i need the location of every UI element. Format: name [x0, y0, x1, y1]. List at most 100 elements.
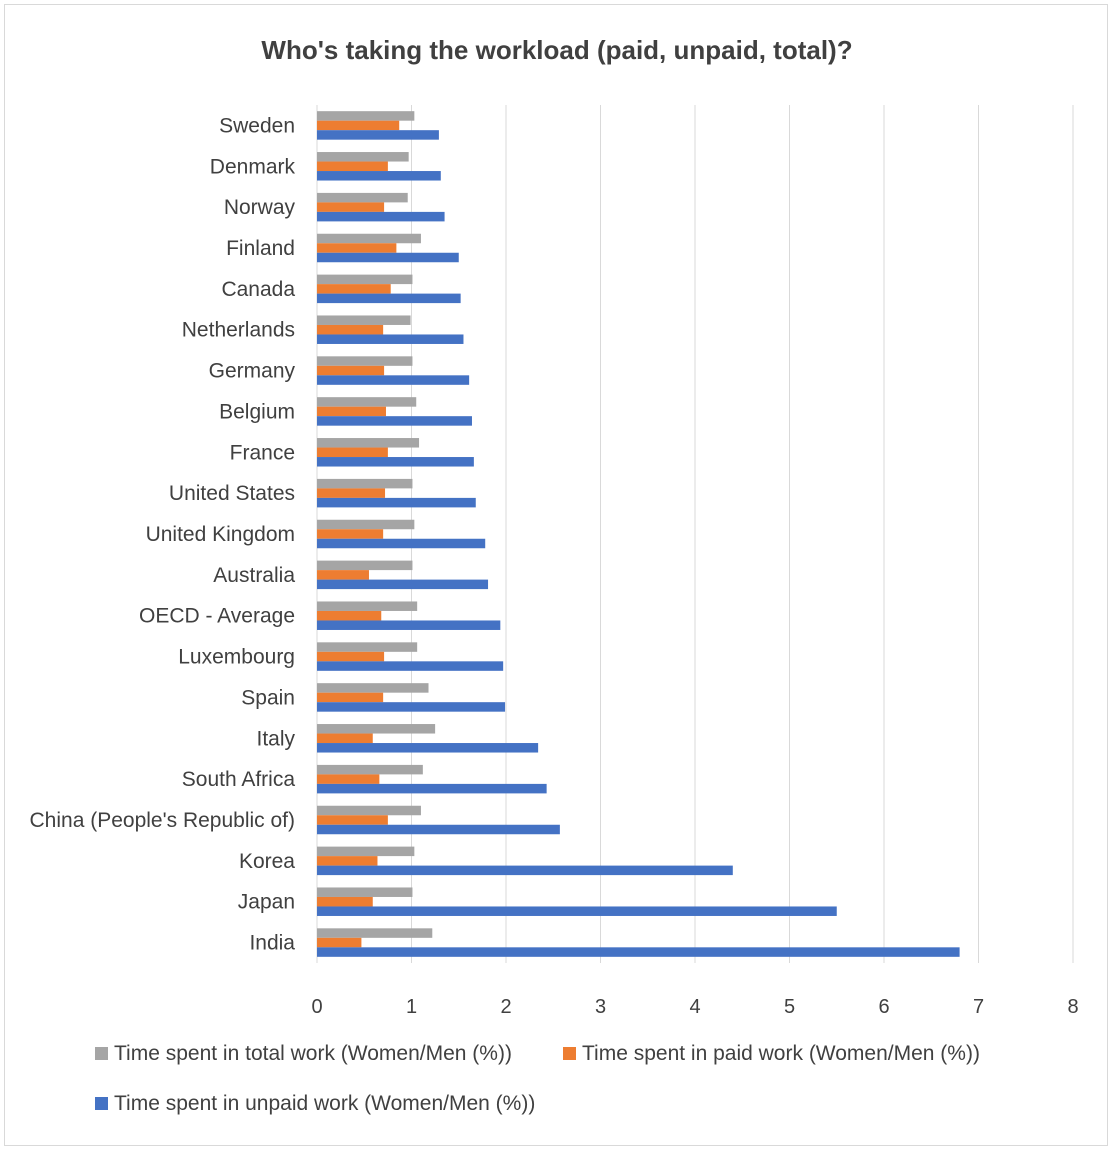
bar-total-work	[317, 683, 429, 693]
bar-unpaid-work	[317, 334, 464, 344]
bar-total-work	[317, 315, 411, 325]
bar-unpaid-work	[317, 130, 439, 140]
x-tick-label: 8	[1067, 996, 1078, 1018]
category-label: Australia	[213, 564, 295, 587]
bar-unpaid-work	[317, 416, 472, 426]
bar-total-work	[317, 233, 421, 244]
category-label: China (People's Republic of)	[30, 809, 295, 832]
bar-total-work	[317, 642, 418, 652]
x-tick-label: 3	[595, 996, 606, 1018]
legend-swatch	[563, 1047, 576, 1060]
category-label: Belgium	[219, 400, 295, 423]
x-tick-label: 1	[406, 996, 417, 1018]
legend-label: Time spent in paid work (Women/Men (%))	[582, 1042, 980, 1065]
bar-paid-work	[317, 815, 388, 825]
bar-paid-work	[317, 161, 388, 172]
bar-total-work	[317, 274, 413, 285]
bar-total-work	[317, 887, 413, 897]
bar-paid-work	[317, 324, 384, 335]
bar-unpaid-work	[317, 661, 504, 671]
legend-swatch	[95, 1047, 108, 1060]
legend-swatch	[95, 1097, 108, 1110]
legend-label: Time spent in unpaid work (Women/Men (%)…	[114, 1092, 535, 1115]
category-label: India	[249, 932, 295, 955]
bar-total-work	[317, 805, 421, 816]
category-label: United Kingdom	[146, 523, 295, 546]
bar-unpaid-work	[317, 824, 560, 835]
bar-unpaid-work	[317, 497, 476, 508]
bar-unpaid-work	[317, 865, 733, 876]
bar-total-work	[317, 928, 433, 938]
bar-unpaid-work	[317, 579, 489, 590]
bars	[317, 111, 960, 957]
legend-label: Time spent in total work (Women/Men (%))	[114, 1042, 512, 1065]
category-label: Japan	[238, 891, 295, 914]
bar-paid-work	[317, 365, 385, 376]
bar-paid-work	[317, 120, 400, 131]
bar-unpaid-work	[317, 375, 470, 385]
x-tick-label: 6	[878, 996, 889, 1018]
bar-unpaid-work	[317, 906, 837, 916]
bar-unpaid-work	[317, 171, 441, 181]
category-label: Spain	[241, 686, 295, 709]
x-tick-label: 7	[973, 996, 984, 1018]
bar-paid-work	[317, 447, 388, 458]
category-label: Norway	[224, 196, 296, 219]
bar-total-work	[317, 519, 415, 530]
bar-total-work	[317, 397, 417, 407]
bar-total-work	[317, 601, 418, 611]
bar-unpaid-work	[317, 783, 547, 794]
bar-paid-work	[317, 488, 386, 498]
category-label: Canada	[221, 278, 295, 301]
category-label: Finland	[226, 237, 295, 260]
category-label: Germany	[209, 360, 296, 383]
bar-paid-work	[317, 774, 380, 784]
bar-paid-work	[317, 856, 378, 866]
bar-paid-work	[317, 202, 385, 212]
bar-unpaid-work	[317, 538, 486, 549]
bar-total-work	[317, 560, 413, 571]
bar-paid-work	[317, 243, 397, 253]
bar-unpaid-work	[317, 457, 474, 467]
bar-total-work	[317, 438, 420, 448]
category-label: Sweden	[219, 114, 295, 137]
bar-paid-work	[317, 406, 386, 417]
bar-paid-work	[317, 529, 384, 539]
chart-frame: Who's taking the workload (paid, unpaid,…	[4, 4, 1108, 1146]
bar-total-work	[317, 152, 409, 162]
category-label: Italy	[256, 727, 295, 750]
x-tick-label: 2	[500, 996, 511, 1018]
bar-total-work	[317, 724, 436, 734]
bar-total-work	[317, 192, 408, 203]
bar-paid-work	[317, 733, 373, 744]
bar-unpaid-work	[317, 702, 506, 712]
bar-unpaid-work	[317, 293, 461, 304]
x-tick-label: 4	[689, 996, 700, 1018]
legend: Time spent in total work (Women/Men (%))…	[95, 1042, 980, 1115]
bar-unpaid-work	[317, 211, 445, 222]
bar-paid-work	[317, 610, 382, 621]
category-labels: Sweden Denmark Norway Finland Canada Netherla…	[30, 114, 296, 954]
bar-total-work	[317, 478, 413, 489]
category-label: France	[230, 441, 295, 464]
category-label: Netherlands	[182, 319, 295, 342]
category-label: Korea	[239, 850, 295, 873]
bar-paid-work	[317, 651, 385, 662]
bar-unpaid-work	[317, 947, 960, 957]
bar-paid-work	[317, 570, 369, 580]
category-label: OECD - Average	[139, 605, 295, 628]
category-label: Denmark	[210, 155, 296, 178]
bar-total-work	[317, 111, 415, 121]
bar-total-work	[317, 356, 413, 366]
x-tick-label: 0	[311, 996, 322, 1018]
category-label: Luxembourg	[178, 646, 295, 669]
x-axis-ticks: 0 1 2 3 4 5 6 7 8	[311, 996, 1078, 1018]
bar-unpaid-work	[317, 620, 501, 630]
category-label: United States	[169, 482, 295, 505]
category-label: South Africa	[182, 768, 296, 791]
bar-paid-work	[317, 692, 384, 703]
bar-unpaid-work	[317, 743, 539, 753]
gridlines	[316, 105, 1074, 963]
chart-title: Who's taking the workload (paid, unpaid,…	[261, 35, 852, 65]
bar-paid-work	[317, 284, 391, 294]
